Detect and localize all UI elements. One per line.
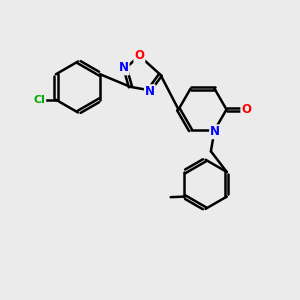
Text: O: O <box>241 103 251 116</box>
Text: N: N <box>145 85 155 98</box>
Text: N: N <box>210 125 220 138</box>
Text: O: O <box>134 49 144 62</box>
Text: N: N <box>119 61 129 74</box>
Text: Cl: Cl <box>34 95 45 105</box>
